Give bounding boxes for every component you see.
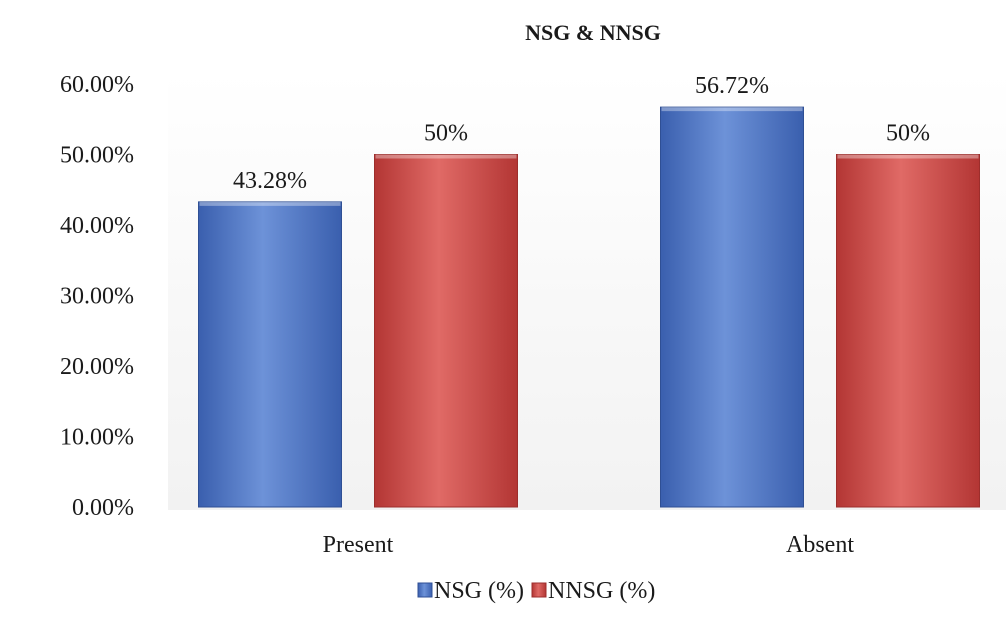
data-label: 43.28%: [233, 168, 307, 194]
bar-top-highlight: [375, 154, 517, 159]
y-tick-label: 40.00%: [60, 213, 134, 239]
y-tick-label: 30.00%: [60, 284, 134, 310]
y-axis: 0.00% 10.00% 20.00% 30.00% 40.00% 50.00% 60.00…: [60, 72, 134, 521]
y-tick-label: 60.00%: [60, 72, 134, 98]
y-tick-label: 20.00%: [60, 354, 134, 380]
legend-label: NSG (%): [434, 578, 524, 604]
legend-label: NNSG (%): [548, 578, 655, 604]
data-labels: 43.28% 50% 56.72% 50%: [233, 73, 930, 194]
y-tick-label: 10.00%: [60, 425, 134, 451]
legend-swatch: [417, 582, 433, 598]
x-category-label: Absent: [786, 532, 854, 558]
legend: NSG (%) NNSG (%): [417, 578, 655, 604]
chart-title: NSG & NNSG: [525, 20, 661, 45]
bar-top-highlight: [199, 201, 341, 206]
data-label: 50%: [886, 121, 930, 147]
x-category-label: Present: [323, 532, 394, 558]
data-label: 56.72%: [695, 73, 769, 99]
bar-top-highlight: [837, 154, 979, 159]
bars: [198, 106, 980, 508]
x-axis: Present Absent: [323, 532, 855, 558]
bar-top-highlight: [661, 107, 803, 112]
y-tick-label: 50.00%: [60, 143, 134, 169]
bar-present-series-1: [374, 154, 518, 508]
y-tick-label: 0.00%: [72, 495, 134, 521]
legend-swatch: [531, 582, 547, 598]
data-label: 50%: [424, 121, 468, 147]
bar-absent-series-0: [660, 106, 804, 508]
bar-absent-series-1: [836, 154, 980, 508]
bar-present-series-0: [198, 201, 342, 508]
